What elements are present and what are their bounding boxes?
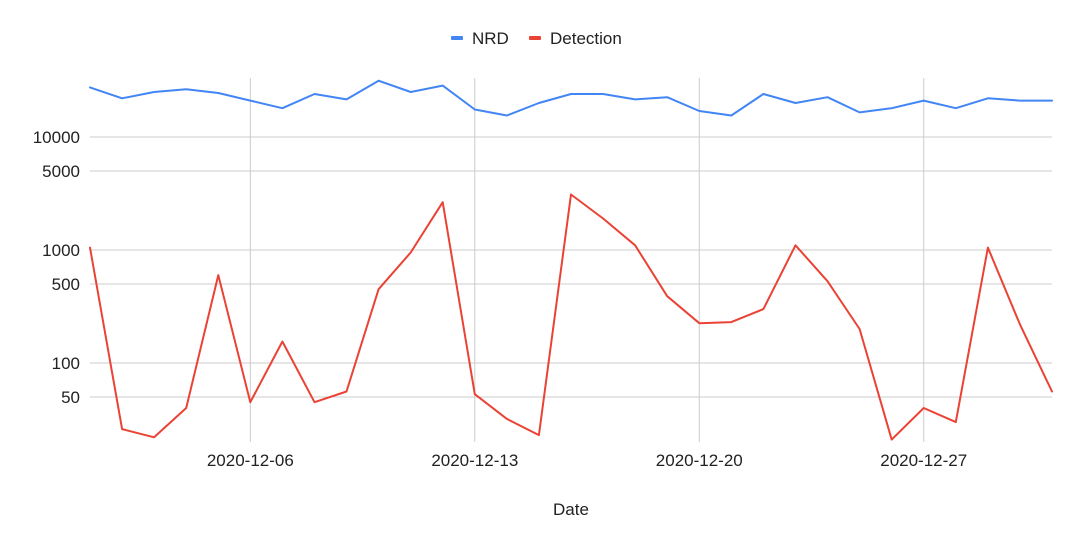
data-point-detection[interactable] xyxy=(921,405,927,411)
data-point-detection[interactable] xyxy=(696,320,702,326)
data-point-nrd[interactable] xyxy=(857,109,863,115)
data-point-detection[interactable] xyxy=(953,419,959,425)
gridlines xyxy=(90,78,1052,442)
data-point-detection[interactable] xyxy=(344,389,350,395)
data-point-nrd[interactable] xyxy=(921,98,927,104)
legend-swatch-detection xyxy=(529,36,541,40)
data-point-detection[interactable] xyxy=(247,399,253,405)
data-point-nrd[interactable] xyxy=(600,91,606,97)
data-point-nrd[interactable] xyxy=(1017,98,1023,104)
data-point-nrd[interactable] xyxy=(376,78,382,84)
legend-swatch-nrd xyxy=(451,36,463,40)
data-point-nrd[interactable] xyxy=(568,91,574,97)
series-lines xyxy=(87,78,1055,443)
x-tick-label: 2020-12-06 xyxy=(207,451,294,470)
y-axis-ticks: 50 100 500 1000 5000 10000 xyxy=(33,128,80,407)
data-point-detection[interactable] xyxy=(664,293,670,299)
series-nrd xyxy=(87,78,1055,119)
data-point-detection[interactable] xyxy=(568,192,574,198)
data-point-nrd[interactable] xyxy=(344,96,350,102)
data-point-nrd[interactable] xyxy=(825,94,831,100)
legend-label-nrd: NRD xyxy=(472,29,509,48)
data-point-nrd[interactable] xyxy=(440,83,446,89)
data-point-nrd[interactable] xyxy=(215,90,221,96)
data-point-detection[interactable] xyxy=(472,391,478,397)
data-point-detection[interactable] xyxy=(312,399,318,405)
data-point-nrd[interactable] xyxy=(664,94,670,100)
data-point-nrd[interactable] xyxy=(985,95,991,101)
data-point-detection[interactable] xyxy=(889,437,895,443)
data-point-detection[interactable] xyxy=(728,319,734,325)
data-point-nrd[interactable] xyxy=(953,105,959,111)
data-point-detection[interactable] xyxy=(985,245,991,251)
y-tick-label: 100 xyxy=(52,354,80,373)
data-point-nrd[interactable] xyxy=(183,86,189,92)
legend-item-detection[interactable]: Detection xyxy=(529,29,622,48)
data-point-nrd[interactable] xyxy=(793,100,799,106)
series-line-nrd[interactable] xyxy=(89,79,1053,117)
data-point-nrd[interactable] xyxy=(504,113,510,119)
data-point-detection[interactable] xyxy=(536,432,542,438)
data-point-nrd[interactable] xyxy=(312,91,318,97)
data-point-detection[interactable] xyxy=(408,250,414,256)
data-point-nrd[interactable] xyxy=(728,113,734,119)
data-point-detection[interactable] xyxy=(440,199,446,205)
x-tick-label: 2020-12-20 xyxy=(656,451,743,470)
data-point-nrd[interactable] xyxy=(408,89,414,95)
data-point-nrd[interactable] xyxy=(472,107,478,113)
data-point-detection[interactable] xyxy=(504,416,510,422)
data-point-nrd[interactable] xyxy=(889,105,895,111)
data-point-detection[interactable] xyxy=(760,306,766,312)
data-point-detection[interactable] xyxy=(825,278,831,284)
y-tick-label: 1000 xyxy=(42,241,80,260)
data-point-detection[interactable] xyxy=(87,245,93,251)
data-point-detection[interactable] xyxy=(279,339,285,345)
data-point-nrd[interactable] xyxy=(1049,98,1055,104)
legend-item-nrd[interactable]: NRD xyxy=(451,29,509,48)
legend-label-detection: Detection xyxy=(550,29,622,48)
data-point-detection[interactable] xyxy=(857,326,863,332)
data-point-detection[interactable] xyxy=(1049,389,1055,395)
x-tick-label: 2020-12-13 xyxy=(431,451,518,470)
data-point-nrd[interactable] xyxy=(760,91,766,97)
y-tick-label: 500 xyxy=(52,275,80,294)
y-tick-label: 10000 xyxy=(33,128,80,147)
data-point-detection[interactable] xyxy=(600,216,606,222)
data-point-detection[interactable] xyxy=(376,286,382,292)
data-point-nrd[interactable] xyxy=(119,95,125,101)
data-point-nrd[interactable] xyxy=(632,96,638,102)
data-point-detection[interactable] xyxy=(119,426,125,432)
data-point-detection[interactable] xyxy=(632,242,638,248)
data-point-detection[interactable] xyxy=(793,242,799,248)
data-point-detection[interactable] xyxy=(1017,321,1023,327)
series-detection xyxy=(87,192,1055,443)
data-point-nrd[interactable] xyxy=(279,105,285,111)
x-tick-label: 2020-12-27 xyxy=(880,451,967,470)
data-point-nrd[interactable] xyxy=(696,108,702,114)
data-point-detection[interactable] xyxy=(151,434,157,440)
y-tick-label: 50 xyxy=(61,388,80,407)
x-axis-title: Date xyxy=(553,500,589,519)
legend: NRD Detection xyxy=(451,29,622,48)
y-tick-label: 5000 xyxy=(42,162,80,181)
data-point-nrd[interactable] xyxy=(247,98,253,104)
data-point-detection[interactable] xyxy=(183,405,189,411)
data-point-nrd[interactable] xyxy=(151,89,157,95)
x-axis-ticks: 2020-12-06 2020-12-13 2020-12-20 2020-12-27 xyxy=(207,451,967,470)
data-point-nrd[interactable] xyxy=(536,100,542,106)
data-point-detection[interactable] xyxy=(215,272,221,278)
data-point-nrd[interactable] xyxy=(87,84,93,90)
series-line-detection[interactable] xyxy=(89,193,1053,441)
